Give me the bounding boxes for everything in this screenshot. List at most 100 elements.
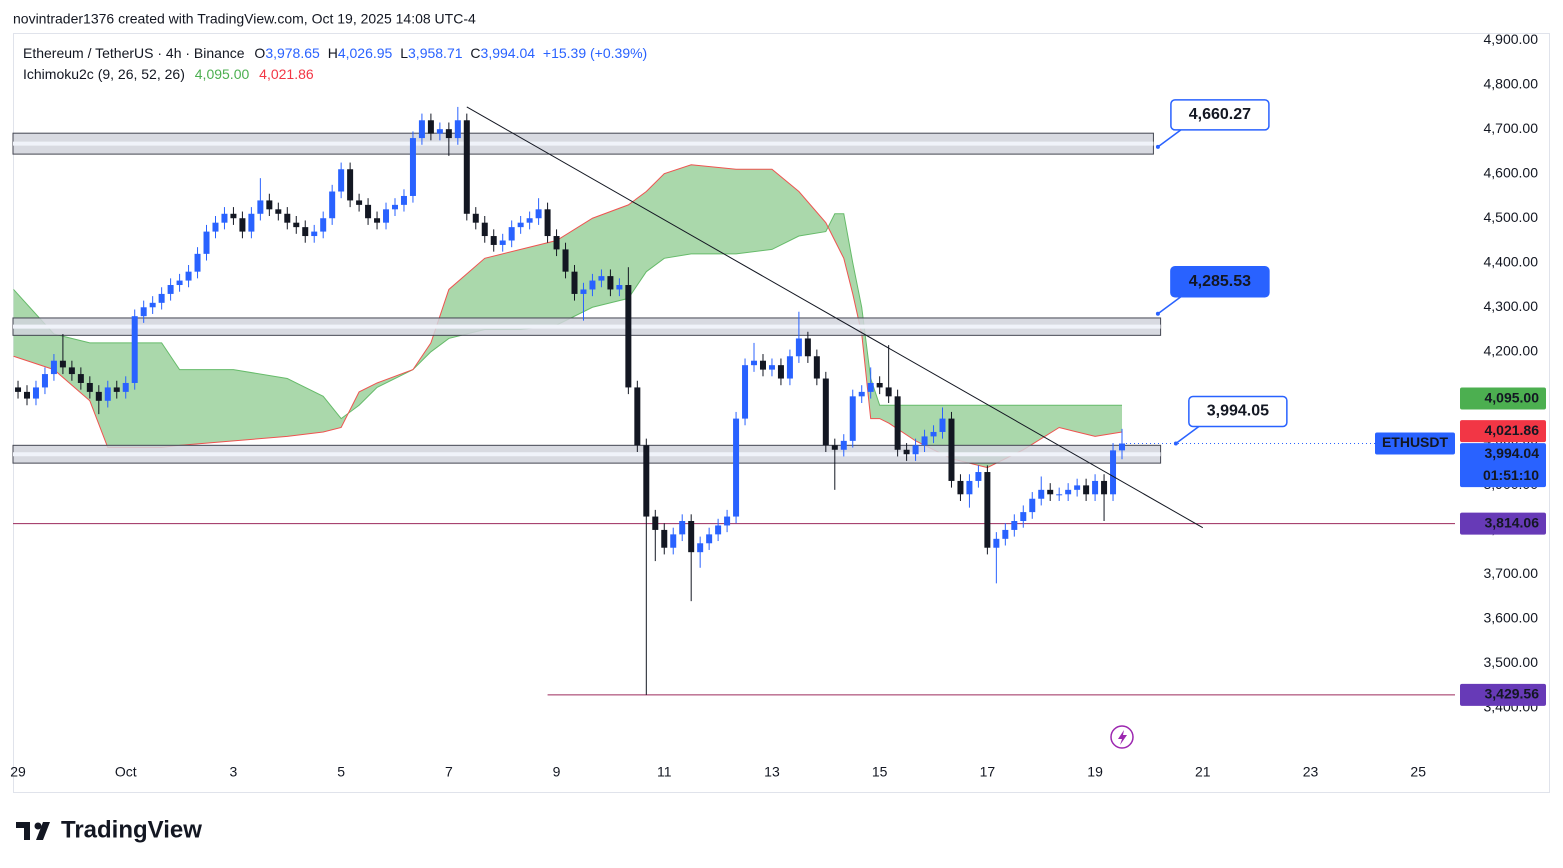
candle-body: [652, 516, 659, 530]
candle-body: [1002, 529, 1009, 539]
y-tick-label: 4,500.00: [1484, 209, 1539, 225]
trendline: [466, 106, 1204, 529]
candle-body: [786, 356, 793, 379]
y-tick-label: 3,600.00: [1484, 610, 1539, 626]
candle-body: [445, 129, 452, 139]
candle-body: [643, 445, 650, 517]
candle-body: [625, 285, 632, 388]
candle-body: [813, 356, 820, 379]
candle-body: [1119, 443, 1126, 451]
candle-body: [266, 200, 273, 210]
candle-body: [562, 249, 569, 272]
candle-body: [822, 378, 829, 446]
candle-body: [185, 271, 192, 281]
x-tick-label: 17: [980, 764, 996, 780]
brand-name: TradingView: [61, 816, 202, 843]
y-tick-label: 3,700.00: [1484, 565, 1539, 581]
candle-body: [140, 307, 147, 317]
candle-body: [912, 445, 919, 455]
candle-body: [795, 338, 802, 357]
ohlc-key: C: [470, 45, 480, 61]
candle-body: [24, 391, 31, 399]
candle-body: [472, 213, 479, 223]
indicator-line: Ichimoku2c (9, 26, 52, 26) 4,095.00 4,02…: [23, 66, 314, 82]
candle-body: [598, 276, 605, 281]
candle-body: [383, 209, 390, 223]
candle-body: [759, 360, 766, 370]
candle-body: [661, 529, 668, 548]
indicator-name: Ichimoku2c (9, 26, 52, 26): [23, 66, 185, 82]
price-label-box: [1460, 420, 1546, 443]
candle-body: [302, 227, 309, 237]
callout-box: [1188, 395, 1288, 428]
candle-body: [903, 449, 910, 455]
candle-body: [490, 236, 497, 245]
chart-frame: [13, 33, 1550, 793]
candle-body: [858, 391, 865, 397]
x-tick-label: 19: [1087, 764, 1103, 780]
candle-body: [436, 129, 443, 134]
candle-body: [544, 209, 551, 237]
candle-body: [849, 396, 856, 441]
y-tick-label: 4,900.00: [1484, 31, 1539, 47]
candle-body: [957, 480, 964, 495]
legend-line: Ethereum / TetherUS · 4h · Binance O3,97…: [23, 45, 647, 61]
candle-body: [284, 213, 291, 223]
y-tick-label: 4,300.00: [1484, 298, 1539, 314]
ohlc-key: L: [400, 45, 408, 61]
candle-body: [15, 387, 22, 392]
candle-body: [409, 138, 416, 196]
ohlc-value: 3,978.65: [265, 45, 320, 61]
candle-body: [553, 236, 560, 250]
candle-body: [221, 213, 228, 223]
candle-body: [1038, 489, 1045, 499]
candle-body: [616, 285, 623, 290]
candle-body: [715, 525, 722, 535]
candle-body: [984, 472, 991, 548]
candle-body: [697, 543, 704, 553]
callout-label: 3,994.05: [1207, 403, 1269, 420]
candle-body: [86, 382, 93, 392]
symbol-label: ETHUSDT: [1382, 434, 1449, 450]
candle-body: [95, 391, 102, 401]
logo-mark: [16, 822, 50, 840]
callout-anchor: [1155, 144, 1160, 149]
candle-body: [230, 213, 237, 219]
callout-pointer: [1175, 425, 1200, 445]
attribution: novintrader1376 created with TradingView…: [13, 11, 476, 27]
candle-body: [59, 360, 66, 368]
candle-body: [1110, 450, 1117, 495]
price-label: 3,429.56: [1485, 686, 1540, 702]
indicator-value: 4,095.00: [195, 66, 250, 82]
candle-body: [365, 204, 372, 219]
candle-body: [724, 516, 731, 526]
candle-body: [777, 365, 784, 379]
price-label-box: [1460, 443, 1546, 488]
candle-body: [463, 120, 470, 214]
callout-pointer: [1157, 129, 1182, 148]
candle-body: [1083, 485, 1090, 495]
candle-body: [607, 276, 614, 290]
ohlc-value: 3,994.04: [481, 45, 536, 61]
candle-body: [526, 218, 533, 223]
candle-body: [41, 374, 48, 388]
candle-body: [571, 271, 578, 294]
candle-body: [176, 280, 183, 286]
price-label-box: [1460, 512, 1546, 535]
candle-body: [311, 231, 318, 237]
candle-body: [1056, 494, 1063, 496]
callout-box: [1170, 265, 1270, 298]
x-tick-label: 13: [764, 764, 780, 780]
price-label: 4,021.86: [1485, 422, 1540, 438]
candle-body: [840, 440, 847, 450]
ohlc-value: 3,958.71: [408, 45, 463, 61]
callout-label: 4,285.53: [1189, 273, 1251, 290]
x-tick-label: 15: [872, 764, 888, 780]
y-tick-label: 4,400.00: [1484, 253, 1539, 269]
price-label: 3,814.06: [1485, 514, 1540, 530]
lightning-icon[interactable]: [1110, 725, 1134, 749]
candle-body: [535, 209, 542, 219]
ichimoku-cloud: [13, 164, 1123, 468]
candle-body: [1074, 485, 1081, 490]
x-tick-label: 29: [10, 764, 26, 780]
